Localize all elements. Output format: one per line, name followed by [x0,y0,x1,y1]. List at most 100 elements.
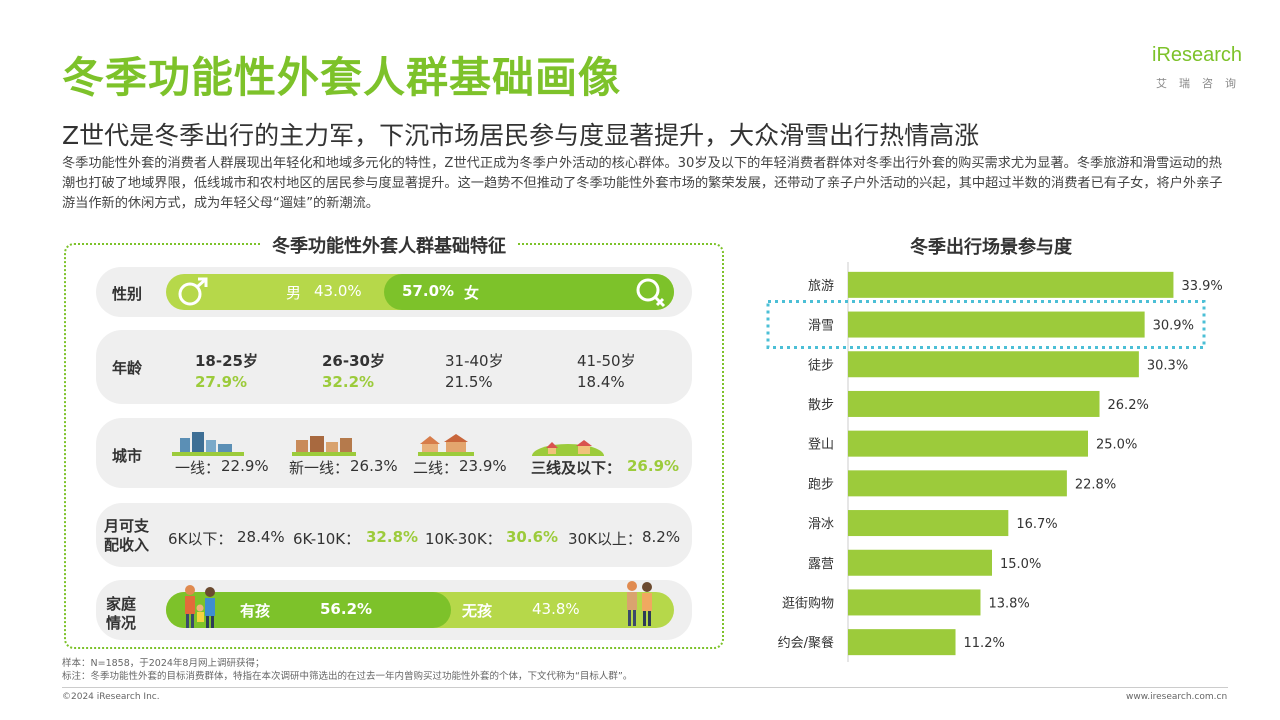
age-range-2: 26-30岁 [322,352,385,370]
category-label-1: 旅游 [808,279,834,294]
bar-9 [848,589,981,616]
income-band-3-value: 30.6% [506,528,559,546]
category-label-7: 滑冰 [808,517,834,532]
age-value-3: 21.5% [445,373,493,391]
value-label-2: 30.9% [1153,319,1194,334]
income-band-2-name: 6K-10K： [293,530,361,548]
income-band-4-value: 8.2% [642,528,681,546]
value-label-7: 16.7% [1016,517,1057,532]
family-bar: 有孩 56.2% 无孩 43.8% [166,581,674,628]
footer-divider [62,687,1228,688]
participation-bar-chart: 旅游 33.9% 滑雪 30.9% 徒步 30.3% 散步 26.2% 登山 25.0% 跑步 22.… [766,262,1223,662]
category-label-4: 散步 [808,398,834,413]
bar-6 [848,470,1067,497]
new-tier1-city-icon [292,432,356,460]
no-kids-value: 43.8% [532,600,580,618]
family-row: 家庭 情况 有孩 56.2% 无孩 43.8% [96,580,692,640]
female-value: 57.0% [402,282,455,300]
income-band-3-name: 10K-30K： [425,530,502,548]
highlight-box [766,300,1206,350]
page-subtitle: Z世代是冬季出行的主力军，下沉市场居民参与度显著提升，大众滑雪出行热情高涨 [62,121,980,150]
new-tier1-name: 新一线： [289,459,350,477]
category-label-3: 徒步 [808,358,834,373]
bar-4 [848,390,1100,417]
logo-sub: 艾瑞咨询 [1156,77,1248,90]
age-range-1: 18-25岁 [195,352,258,370]
bar-5 [848,430,1088,457]
gender-bar: 男 43.0% 57.0% 女 [166,274,674,310]
tier1-city-icon [170,430,246,460]
female-label: 女 [464,284,480,302]
male-icon [174,276,214,312]
tier1-name: 一线： [175,459,221,477]
footnote-note: 标注：冬季功能性外套的目标消费群体，特指在本次调研中筛选出的在过去一年内曾购买过… [62,671,633,682]
income-band-1-name: 6K以下： [168,530,233,548]
income-label-line2: 配收入 [104,536,150,554]
iresearch-logo: iResearch 艾瑞咨询 [1150,44,1250,92]
value-label-10: 11.2% [964,636,1005,651]
category-label-9: 逛街购物 [782,595,834,611]
description: 冬季功能性外套的消费者人群展现出年轻化和地域多元化的特性，Z世代正成为冬季户外活… [62,156,1223,211]
income-label-line1: 月可支 [104,517,150,535]
bar-3 [848,351,1139,378]
gender-row: 性别 男 43.0% 57.0% 女 [96,267,692,317]
category-label-6: 跑步 [808,477,834,492]
category-label-2: 滑雪 [808,319,834,334]
male-label: 男 [286,284,302,302]
copyright: ©2024 iResearch Inc. [62,692,160,702]
category-label-5: 登山 [808,438,834,453]
page-title: 冬季功能性外套人群基础画像 [62,53,622,102]
age-label: 年龄 [112,359,143,377]
bar-10 [848,629,956,656]
tier3-name: 三线及以下： [531,459,622,477]
tier1-value: 22.9% [221,457,269,475]
age-range-3: 31-40岁 [445,352,504,370]
family-label-line1: 家庭 [106,595,137,613]
new-tier1-value: 26.3% [350,457,398,475]
age-row: 年龄 18-25岁 27.9% 26-30岁 32.2% 31-40岁 21.5… [96,330,692,404]
gender-label: 性别 [112,285,143,303]
footnote-sample: 样本：N=1858，于2024年8月网上调研获得； [62,658,265,669]
city-row: 城市 一线： 22.9% 新一线： 26.3% 二线： 23.9% 三线及以下：… [96,418,692,488]
has-kids-value: 56.2% [320,600,373,618]
value-label-4: 26.2% [1108,398,1149,413]
bar-2 [848,311,1145,338]
female-icon [632,276,672,314]
logo-brand: iResearch [1152,44,1243,66]
bar-7 [848,510,1009,537]
income-band-1-value: 28.4% [237,528,285,546]
value-label-9: 13.8% [988,596,1029,611]
category-label-10: 约会/聚餐 [778,635,834,651]
tier2-name: 二线： [413,459,459,477]
income-band-2-value: 32.8% [366,528,419,546]
family-with-kids-icon [180,582,224,634]
value-label-6: 22.8% [1075,477,1116,492]
tier2-city-icon [418,434,474,460]
tier2-value: 23.9% [459,457,507,475]
website: www.iresearch.com.cn [1126,692,1228,702]
no-kids-label: 无孩 [462,602,493,620]
age-value-4: 18.4% [577,373,625,391]
age-range-4: 41-50岁 [577,352,636,370]
features-panel-title: 冬季功能性外套人群基础特征 [262,232,516,258]
category-label-8: 露营 [808,557,834,572]
couple-no-kids-icon [622,578,658,632]
has-kids-label: 有孩 [240,602,271,620]
age-value-1: 27.9% [195,373,248,391]
female-segment [384,274,674,310]
bar-8 [848,549,992,576]
value-label-1: 33.9% [1181,279,1222,294]
tier3-value: 26.9% [627,457,680,475]
age-value-2: 32.2% [322,373,375,391]
city-label: 城市 [112,447,143,465]
value-label-5: 25.0% [1096,438,1137,453]
family-label-line2: 情况 [106,614,137,632]
footnote: 样本：N=1858，于2024年8月网上调研获得； 标注：冬季功能性外套的目标消… [62,657,632,683]
value-label-8: 15.0% [1000,557,1041,572]
male-value: 43.0% [314,282,362,300]
income-row: 月可支 配收入 6K以下： 28.4% 6K-10K： 32.8% 10K-30… [96,503,692,567]
chart-title: 冬季出行场景参与度 [910,237,1072,258]
value-label-3: 30.3% [1147,358,1188,373]
income-band-4-name: 30K以上： [568,530,642,548]
bar-1 [848,271,1174,298]
